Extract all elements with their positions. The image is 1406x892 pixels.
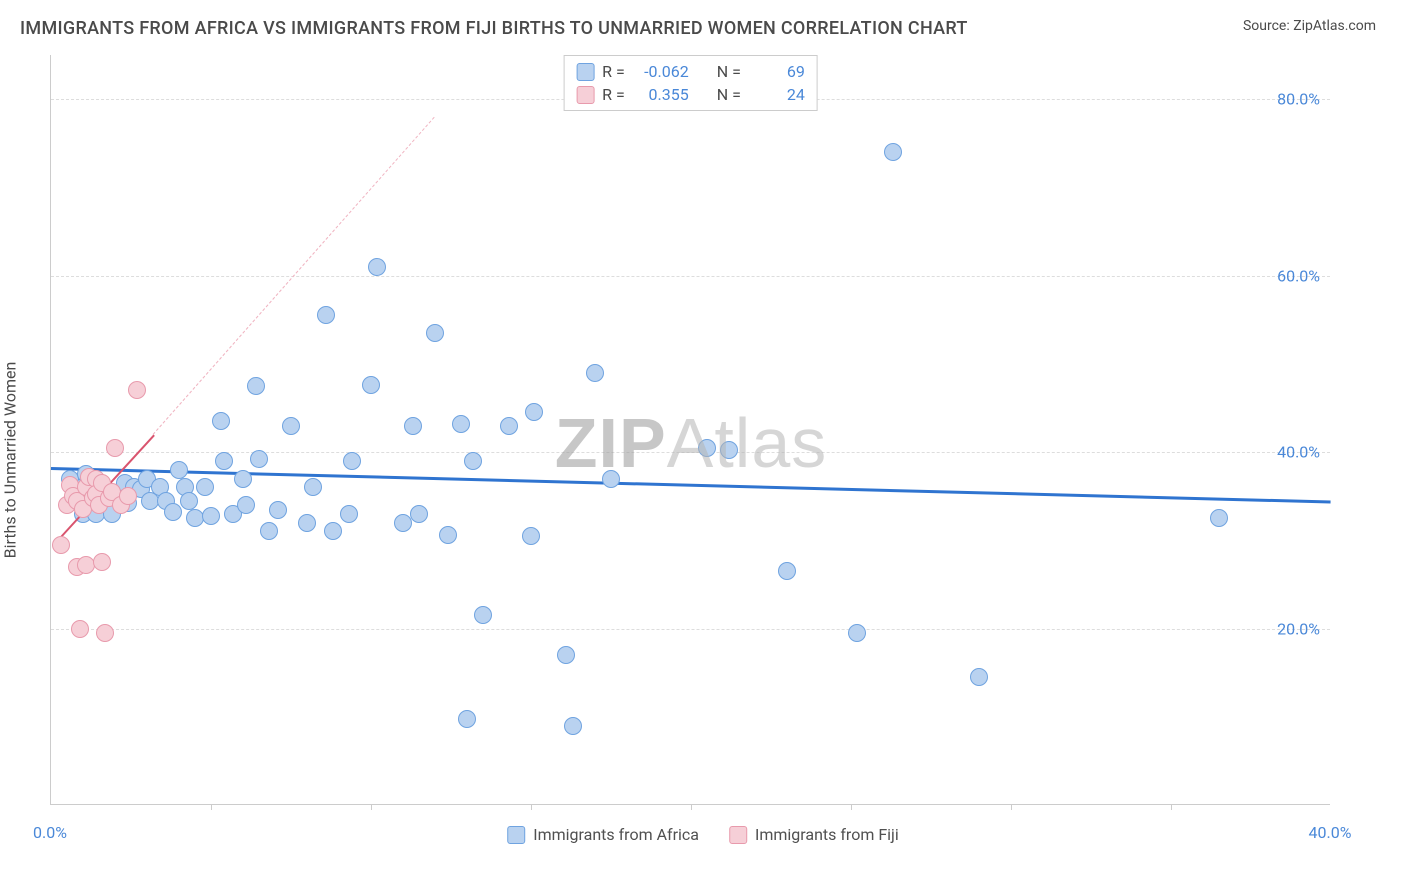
y-axis-label: Births to Unmarried Women	[1, 362, 20, 559]
x-tick-mark	[1011, 804, 1012, 810]
data-point	[250, 450, 268, 468]
n-value: 24	[749, 85, 805, 104]
data-point	[260, 522, 278, 540]
y-tick-label: 60.0%	[1277, 266, 1320, 285]
data-point	[557, 646, 575, 664]
gridline	[51, 276, 1330, 277]
data-point	[970, 668, 988, 686]
y-tick-label: 20.0%	[1277, 619, 1320, 638]
gridline	[51, 629, 1330, 630]
data-point	[522, 527, 540, 545]
r-value: -0.062	[633, 62, 689, 81]
legend-item: Immigrants from Fiji	[729, 825, 899, 844]
data-point	[452, 415, 470, 433]
data-point	[404, 417, 422, 435]
data-point	[93, 553, 111, 571]
legend-swatch	[729, 826, 747, 844]
data-point	[720, 441, 738, 459]
data-point	[96, 624, 114, 642]
legend-label: Immigrants from Fiji	[755, 825, 899, 844]
y-tick-label: 80.0%	[1277, 90, 1320, 109]
correlation-legend: R = -0.062 N = 69 R = 0.355 N = 24	[563, 55, 818, 111]
legend-item: Immigrants from Africa	[507, 825, 699, 844]
data-point	[196, 478, 214, 496]
data-point	[368, 258, 386, 276]
data-point	[304, 478, 322, 496]
plot-area: R = -0.062 N = 69 R = 0.355 N = 24 20.0% 40.0% 60…	[50, 55, 1330, 805]
data-point	[269, 501, 287, 519]
data-point	[234, 470, 252, 488]
data-point	[474, 606, 492, 624]
data-point	[394, 514, 412, 532]
data-point	[170, 461, 188, 479]
data-point	[215, 452, 233, 470]
data-point	[525, 403, 543, 421]
data-point	[71, 620, 89, 638]
x-tick-mark	[851, 804, 852, 810]
data-point	[500, 417, 518, 435]
data-point	[317, 306, 335, 324]
x-tick-mark	[1171, 804, 1172, 810]
x-tick-mark	[691, 804, 692, 810]
r-value: 0.355	[633, 85, 689, 104]
n-value: 69	[749, 62, 805, 81]
data-point	[602, 470, 620, 488]
data-point	[119, 487, 137, 505]
x-tick-mark	[211, 804, 212, 810]
y-tick-label: 40.0%	[1277, 443, 1320, 462]
data-point	[410, 505, 428, 523]
legend-label: Immigrants from Africa	[533, 825, 699, 844]
x-tick-label: 40.0%	[1309, 823, 1352, 842]
legend-swatch	[576, 63, 594, 81]
n-label: N =	[717, 62, 741, 81]
x-tick-mark	[531, 804, 532, 810]
x-tick-mark	[371, 804, 372, 810]
r-label: R =	[602, 85, 625, 104]
r-label: R =	[602, 62, 625, 81]
legend-swatch	[507, 826, 525, 844]
data-point	[564, 717, 582, 735]
data-point	[52, 536, 70, 554]
data-point	[106, 439, 124, 457]
data-point	[298, 514, 316, 532]
data-point	[439, 526, 457, 544]
data-point	[180, 492, 198, 510]
gridline	[51, 452, 1330, 453]
data-point	[884, 143, 902, 161]
data-point	[848, 624, 866, 642]
legend-row: R = 0.355 N = 24	[576, 83, 805, 106]
data-point	[247, 377, 265, 395]
data-point	[128, 381, 146, 399]
data-point	[282, 417, 300, 435]
series-legend: Immigrants from Africa Immigrants from Fi…	[507, 825, 899, 844]
data-point	[212, 412, 230, 430]
data-point	[324, 522, 342, 540]
legend-swatch	[576, 86, 594, 104]
data-point	[1210, 509, 1228, 527]
data-point	[343, 452, 361, 470]
data-point	[362, 376, 380, 394]
data-point	[698, 439, 716, 457]
chart-container: Births to Unmarried Women R =-0.062N =69…	[20, 55, 1386, 865]
data-point	[458, 710, 476, 728]
legend-row: R = -0.062 N = 69	[576, 60, 805, 83]
watermark: ZIPAtlas	[555, 403, 828, 483]
chart-title: IMMIGRANTS FROM AFRICA VS IMMIGRANTS FRO…	[20, 18, 968, 39]
data-point	[164, 503, 182, 521]
x-tick-label: 0.0%	[33, 823, 67, 842]
data-point	[77, 556, 95, 574]
data-point	[586, 364, 604, 382]
n-label: N =	[717, 85, 741, 104]
data-point	[202, 507, 220, 525]
data-point	[778, 562, 796, 580]
header: IMMIGRANTS FROM AFRICA VS IMMIGRANTS FRO…	[0, 0, 1406, 49]
source-attribution: Source: ZipAtlas.com	[1243, 18, 1376, 34]
data-point	[237, 496, 255, 514]
data-point	[340, 505, 358, 523]
data-point	[426, 324, 444, 342]
data-point	[464, 452, 482, 470]
